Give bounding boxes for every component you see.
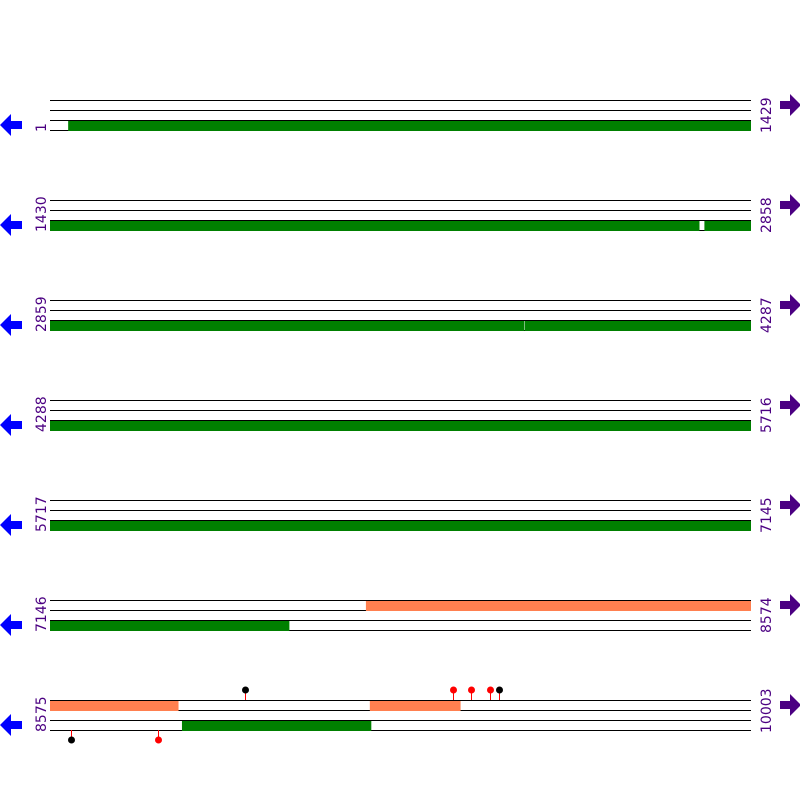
row-end-label: 7145 [759, 497, 775, 533]
cds-bar [181, 721, 372, 731]
cds-bar [50, 221, 700, 231]
cds-bar [704, 221, 751, 231]
arrow-left-icon [0, 114, 22, 136]
row-end-label: 10003 [759, 688, 775, 733]
site-dot [468, 686, 475, 694]
sequence-row: 5717 7145 [0, 494, 800, 536]
cds-bar [50, 621, 290, 631]
feature-bar [365, 601, 751, 611]
site-dot [155, 736, 162, 744]
cds-bar [50, 521, 751, 531]
site-dot [68, 736, 75, 744]
restriction-site-marker [487, 686, 494, 700]
cds-bar [50, 421, 751, 431]
restriction-site-marker [450, 686, 457, 700]
arrow-left-icon [0, 614, 22, 636]
row-start-label: 1430 [34, 196, 50, 232]
sequence-row: 1 1429 [0, 94, 800, 136]
arrow-right-icon [780, 294, 800, 316]
arrow-right-icon [780, 494, 800, 516]
feature-bar [50, 701, 179, 711]
site-dot [487, 686, 494, 694]
row-end-label: 5716 [759, 397, 775, 433]
row-start-label: 1 [34, 123, 50, 132]
arrow-right-icon [780, 394, 800, 416]
row-start-label: 5717 [34, 496, 50, 532]
arrow-right-icon [780, 694, 800, 716]
feature-bar [369, 701, 461, 711]
row-end-label: 8574 [759, 597, 775, 633]
restriction-site-marker [496, 686, 503, 700]
row-end-label: 4287 [759, 297, 775, 333]
restriction-site-marker [68, 730, 75, 744]
sequence-row: 1430 2858 [0, 194, 800, 236]
sequence-row: 2859 4287 [0, 294, 800, 336]
cds-bar [68, 121, 751, 131]
arrow-right-icon [780, 594, 800, 616]
row-start-label: 8575 [34, 696, 50, 732]
restriction-site-marker [155, 730, 162, 744]
arrow-left-icon [0, 314, 22, 336]
site-dot [496, 686, 503, 694]
row-end-label: 2858 [759, 197, 775, 233]
row-start-label: 2859 [34, 296, 50, 332]
arrow-left-icon [0, 414, 22, 436]
row-start-label: 4288 [34, 396, 50, 432]
cds-bar [50, 321, 525, 331]
sequence-row: 7146 8574 [0, 594, 800, 636]
arrow-left-icon [0, 214, 22, 236]
site-dot [450, 686, 457, 694]
sequence-row: 4288 5716 [0, 394, 800, 436]
site-dot [242, 686, 249, 694]
arrow-left-icon [0, 514, 22, 536]
sequence-row: 8575 10003 [0, 686, 800, 744]
restriction-site-marker [468, 686, 475, 700]
arrow-right-icon [780, 194, 800, 216]
restriction-site-marker [242, 686, 249, 700]
arrow-right-icon [780, 94, 800, 116]
row-start-label: 7146 [34, 596, 50, 632]
cds-bar [524, 321, 751, 331]
arrow-left-icon [0, 714, 22, 736]
row-end-label: 1429 [759, 97, 775, 133]
